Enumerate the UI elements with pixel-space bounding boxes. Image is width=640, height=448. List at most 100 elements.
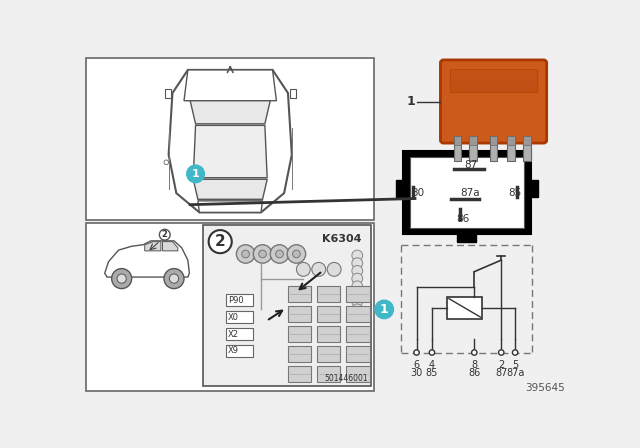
Text: 1: 1: [407, 95, 415, 108]
Circle shape: [117, 274, 126, 283]
Circle shape: [159, 229, 170, 240]
Circle shape: [375, 300, 394, 319]
Text: X9: X9: [228, 346, 239, 355]
Circle shape: [287, 245, 306, 263]
FancyBboxPatch shape: [440, 60, 547, 143]
Circle shape: [352, 296, 363, 307]
Circle shape: [296, 263, 310, 276]
Text: 86: 86: [468, 368, 481, 378]
Circle shape: [170, 274, 179, 283]
Bar: [346, 306, 369, 322]
Bar: [227, 345, 253, 357]
Circle shape: [164, 269, 184, 289]
Text: 85: 85: [426, 368, 438, 378]
Bar: [317, 306, 340, 322]
Circle shape: [352, 281, 363, 292]
Text: 1: 1: [380, 303, 388, 316]
Bar: [204, 225, 371, 386]
Text: 30: 30: [410, 368, 422, 378]
Text: P90: P90: [228, 296, 244, 305]
Bar: [288, 286, 311, 302]
Bar: [447, 66, 547, 143]
Circle shape: [187, 165, 204, 182]
Bar: [403, 151, 531, 234]
Bar: [410, 157, 524, 228]
Bar: [508, 136, 515, 146]
Text: 8: 8: [471, 360, 477, 370]
Circle shape: [414, 350, 419, 355]
Circle shape: [327, 263, 341, 276]
Text: 395645: 395645: [525, 383, 565, 392]
Polygon shape: [163, 241, 178, 251]
Circle shape: [352, 273, 363, 284]
Bar: [289, 89, 296, 99]
Polygon shape: [190, 101, 270, 124]
Circle shape: [276, 250, 284, 258]
Bar: [164, 89, 171, 99]
Text: 501446001: 501446001: [324, 375, 368, 383]
Text: 2: 2: [215, 234, 225, 249]
Polygon shape: [145, 241, 161, 251]
Text: 85: 85: [509, 188, 522, 198]
Circle shape: [352, 250, 363, 261]
Circle shape: [236, 245, 255, 263]
Bar: [451, 68, 536, 79]
Bar: [529, 180, 538, 197]
Bar: [317, 326, 340, 342]
Circle shape: [259, 250, 266, 258]
Bar: [450, 69, 538, 92]
Text: 86: 86: [456, 214, 469, 224]
Polygon shape: [184, 70, 276, 101]
Circle shape: [209, 230, 232, 253]
Polygon shape: [193, 125, 267, 178]
Bar: [227, 294, 253, 306]
Text: 87: 87: [495, 368, 508, 378]
Circle shape: [253, 245, 272, 263]
Bar: [508, 136, 515, 161]
Circle shape: [513, 350, 518, 355]
Circle shape: [472, 350, 477, 355]
Circle shape: [312, 263, 326, 276]
Bar: [469, 136, 477, 146]
Circle shape: [429, 350, 435, 355]
Bar: [523, 136, 531, 161]
Bar: [469, 136, 477, 161]
Circle shape: [499, 350, 504, 355]
Circle shape: [352, 304, 363, 315]
Bar: [288, 346, 311, 362]
Polygon shape: [168, 70, 292, 212]
Circle shape: [352, 258, 363, 269]
Bar: [346, 326, 369, 342]
Bar: [346, 366, 369, 382]
Circle shape: [352, 289, 363, 299]
Text: 6: 6: [413, 360, 420, 370]
Bar: [288, 326, 311, 342]
Polygon shape: [105, 241, 189, 277]
Bar: [346, 346, 369, 362]
Bar: [317, 286, 340, 302]
Text: 4: 4: [429, 360, 435, 370]
Bar: [346, 286, 369, 302]
Bar: [227, 311, 253, 323]
Bar: [447, 297, 482, 319]
Bar: [458, 233, 476, 241]
Bar: [227, 328, 253, 340]
Bar: [317, 366, 340, 382]
Text: 87a: 87a: [461, 188, 480, 198]
Circle shape: [270, 245, 289, 263]
Circle shape: [242, 250, 250, 258]
Bar: [288, 366, 311, 382]
Text: 87: 87: [464, 159, 477, 170]
Bar: [454, 136, 461, 146]
Text: K6304: K6304: [323, 233, 362, 244]
Text: X0: X0: [228, 313, 239, 322]
Text: 1: 1: [192, 169, 200, 179]
Bar: [86, 58, 374, 220]
Text: 30: 30: [411, 188, 424, 198]
Bar: [317, 346, 340, 362]
Bar: [523, 136, 531, 146]
Text: 2: 2: [498, 360, 504, 370]
Text: 87a: 87a: [506, 368, 524, 378]
Bar: [490, 136, 497, 161]
Circle shape: [111, 269, 132, 289]
